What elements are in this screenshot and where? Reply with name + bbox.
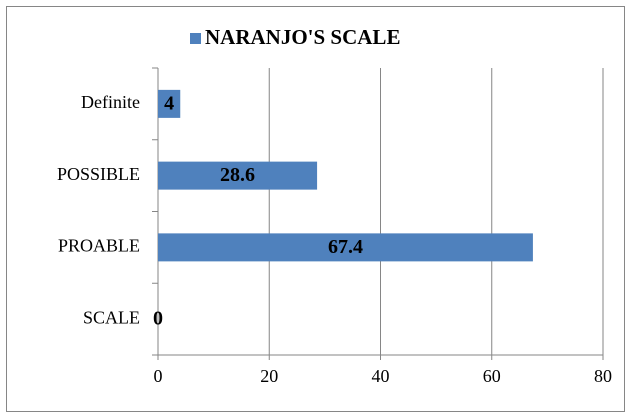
bar xyxy=(158,233,533,262)
y-tick-label: SCALE xyxy=(83,307,140,327)
x-tick-label: 60 xyxy=(483,366,501,386)
data-label: 4 xyxy=(164,92,174,114)
x-tick-label: 40 xyxy=(372,366,390,386)
bar xyxy=(158,89,181,118)
chart-border xyxy=(6,6,625,412)
data-label: 67.4 xyxy=(328,236,363,258)
legend-swatch xyxy=(190,33,201,44)
y-tick-label: POSSIBLE xyxy=(57,164,140,184)
legend-label: NARANJO'S SCALE xyxy=(205,25,400,49)
data-label: 0 xyxy=(153,308,163,330)
bar xyxy=(158,161,318,190)
x-tick-label: 20 xyxy=(260,366,278,386)
x-tick-label: 0 xyxy=(154,366,163,386)
y-tick-label: PROABLE xyxy=(58,236,140,256)
data-label: 28.6 xyxy=(220,164,255,186)
y-tick-label: Definite xyxy=(81,92,140,112)
x-tick-label: 80 xyxy=(594,366,612,386)
